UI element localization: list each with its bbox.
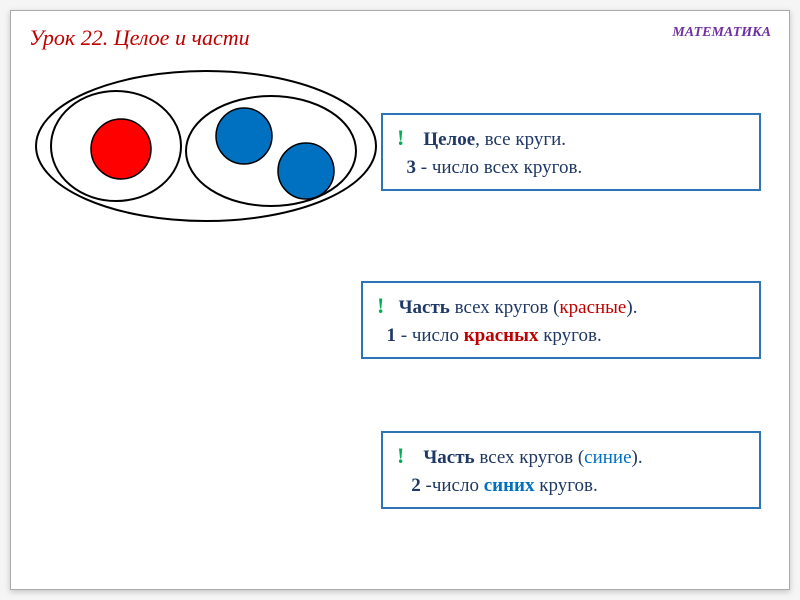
color-word-blue2: синих (484, 475, 535, 496)
blue-rest2: кругов. (535, 475, 598, 496)
color-word-red2: красных (464, 325, 539, 346)
info-box-blue-part: ! Часть всех кругов (синие). 2 -число си… (381, 431, 761, 509)
part-rest: всех кругов ( (475, 447, 585, 468)
blue-count: 2 (411, 475, 421, 496)
header: Урок 22. Целое и части (29, 25, 250, 51)
whole-count-rest: - число всех кругов. (416, 157, 582, 178)
color-word-blue: синие (584, 447, 631, 468)
lesson-title: Урок 22. Целое и части (29, 25, 250, 51)
red-rest1: - число (396, 325, 464, 346)
part-rest: всех кругов ( (450, 297, 560, 318)
exclaim-icon: ! (397, 125, 404, 150)
red-rest2: кругов. (538, 325, 601, 346)
exclaim-icon: ! (377, 293, 384, 318)
blue-rest1: -число (421, 475, 484, 496)
slide-container: Урок 22. Целое и части МАТЕМАТИКА ! Цело… (10, 10, 790, 590)
whole-rest: , все круги. (475, 129, 566, 150)
whole-count: 3 (407, 157, 417, 178)
close-paren: ). (626, 297, 637, 318)
info-box-red-part: ! Часть всех кругов (красные). 1 - число… (361, 281, 761, 359)
close-paren: ). (632, 447, 643, 468)
subject-label: МАТЕМАТИКА (672, 25, 771, 41)
info-box-whole: ! Целое, все круги. 3 - число всех круго… (381, 113, 761, 191)
whole-label: Целое (423, 129, 475, 150)
exclaim-icon: ! (397, 443, 404, 468)
red-count: 1 (387, 325, 397, 346)
venn-diagram (26, 61, 386, 231)
part-label: Часть (423, 447, 474, 468)
color-word-red: красные (559, 297, 626, 318)
part-label: Часть (399, 297, 450, 318)
